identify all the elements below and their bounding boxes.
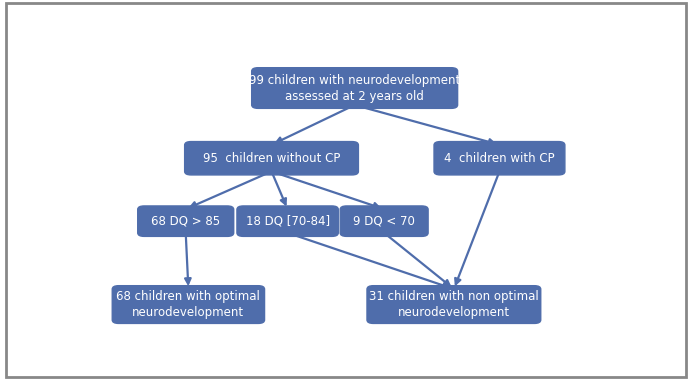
Text: 68 children with optimal
neurodevelopment: 68 children with optimal neurodevelopmen…: [116, 290, 260, 319]
Text: 31 children with non optimal
neurodevelopment: 31 children with non optimal neurodevelo…: [369, 290, 539, 319]
FancyBboxPatch shape: [340, 206, 428, 236]
FancyBboxPatch shape: [434, 142, 565, 175]
FancyBboxPatch shape: [237, 206, 338, 236]
FancyBboxPatch shape: [138, 206, 234, 236]
FancyBboxPatch shape: [252, 68, 457, 108]
FancyBboxPatch shape: [367, 286, 540, 323]
Text: 18 DQ [70-84]: 18 DQ [70-84]: [246, 215, 329, 228]
Text: 95  children without CP: 95 children without CP: [203, 152, 340, 165]
Text: 4  children with CP: 4 children with CP: [444, 152, 555, 165]
Text: 99 children with neurodevelopment
assessed at 2 years old: 99 children with neurodevelopment assess…: [249, 73, 460, 103]
FancyBboxPatch shape: [112, 286, 264, 323]
FancyBboxPatch shape: [185, 142, 358, 175]
Text: 68 DQ > 85: 68 DQ > 85: [151, 215, 220, 228]
Text: 9 DQ < 70: 9 DQ < 70: [353, 215, 415, 228]
